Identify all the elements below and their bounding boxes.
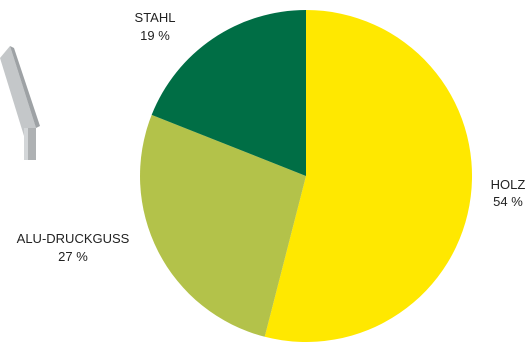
slice-label-stahl: STAHL 19 % — [135, 10, 176, 43]
slice-label-holz-value: 54 % — [493, 194, 523, 209]
pie-chart — [140, 10, 472, 342]
pie-slice-alu-druckguss — [140, 114, 306, 337]
chair-leg-icon — [0, 46, 40, 160]
slice-label-alu-druckguss-value: 27 % — [58, 249, 88, 264]
slice-label-holz-name: HOLZ — [491, 177, 526, 192]
slice-label-holz: HOLZ 54 % — [491, 177, 526, 209]
slice-label-stahl-name: STAHL — [135, 10, 176, 25]
slice-label-alu-druckguss-name: ALU-DRUCKGUSS — [17, 231, 130, 246]
slice-label-stahl-value: 19 % — [140, 28, 170, 43]
pie-slice-holz — [264, 10, 472, 342]
pie-slice-stahl — [151, 10, 306, 176]
slice-label-alu-druckguss: ALU-DRUCKGUSS 27 % — [17, 231, 130, 264]
